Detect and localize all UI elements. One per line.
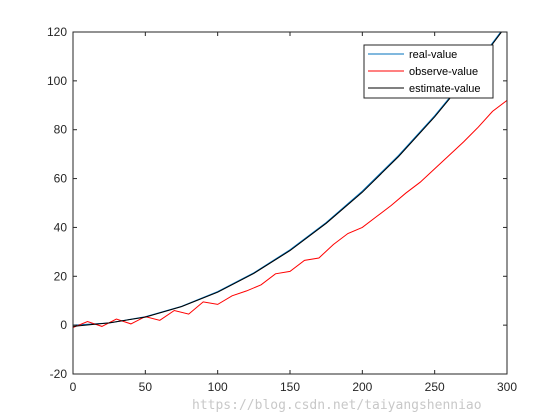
series-lines (73, 32, 507, 329)
x-tick-label: 250 (425, 380, 445, 394)
y-tick-label: 80 (54, 123, 68, 137)
x-tick-label: 200 (352, 380, 372, 394)
series-line-estimate-value (73, 32, 503, 327)
y-tick-label: -20 (50, 367, 68, 381)
x-tick-label: 150 (280, 380, 300, 394)
x-tick-label: 50 (139, 380, 153, 394)
y-tick-label: 100 (47, 74, 67, 88)
x-tick-label: 300 (497, 380, 517, 394)
x-tick-label: 100 (208, 380, 228, 394)
watermark-text: https://blog.csdn.net/taiyangshenniao (192, 398, 482, 413)
y-tick-label: 120 (47, 25, 67, 39)
y-tick-label: 20 (54, 269, 68, 283)
y-tick-label: 0 (60, 318, 67, 332)
y-tick-label: 40 (54, 220, 68, 234)
legend-label-real-value: real-value (409, 49, 457, 61)
legend-label-estimate-value: estimate-value (409, 83, 481, 95)
legend: real-value observe-value estimate-value (363, 44, 494, 99)
legend-label-observe-value: observe-value (409, 66, 478, 78)
x-tick-label: 0 (70, 380, 77, 394)
y-tick-label: 60 (54, 172, 68, 186)
